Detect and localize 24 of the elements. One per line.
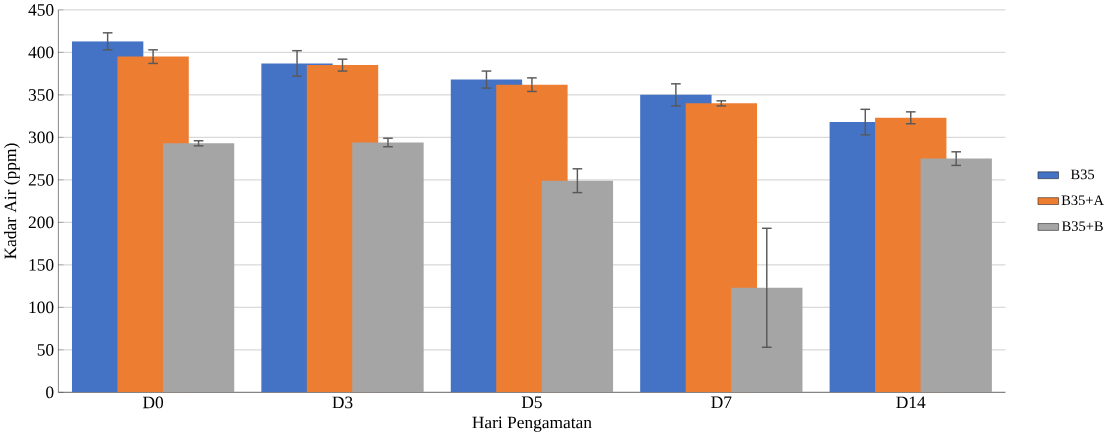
x-axis-title: Hari Pengamatan	[472, 416, 592, 432]
bar	[352, 142, 424, 393]
y-tick-label: 100	[29, 301, 54, 314]
y-tick-label: 250	[28, 174, 54, 186]
legend-label: B35+B	[1062, 221, 1103, 232]
y-tick-label: 200	[28, 216, 54, 229]
x-tick-label: D0	[142, 396, 164, 409]
x-tick-label: D5	[521, 396, 542, 409]
y-tick-label: 0	[46, 386, 54, 399]
bar	[541, 180, 614, 393]
y-tick-label: 300	[28, 131, 54, 144]
y-tick-label: 150	[29, 259, 54, 271]
y-tick-label: 450	[28, 4, 54, 16]
y-axis-title: Kadar Air (ppm)	[4, 143, 20, 260]
bar	[162, 143, 235, 393]
legend-label: B35	[1070, 169, 1095, 180]
y-tick-label: 50	[37, 344, 54, 356]
y-tick-label: 400	[28, 46, 54, 59]
bar	[920, 158, 992, 393]
x-tick-label: D3	[332, 396, 353, 409]
x-tick-label: D7	[711, 396, 732, 409]
legend-label: B35+A	[1061, 195, 1104, 206]
x-tick-label: D14	[896, 396, 926, 409]
y-tick-label: 350	[28, 89, 54, 101]
